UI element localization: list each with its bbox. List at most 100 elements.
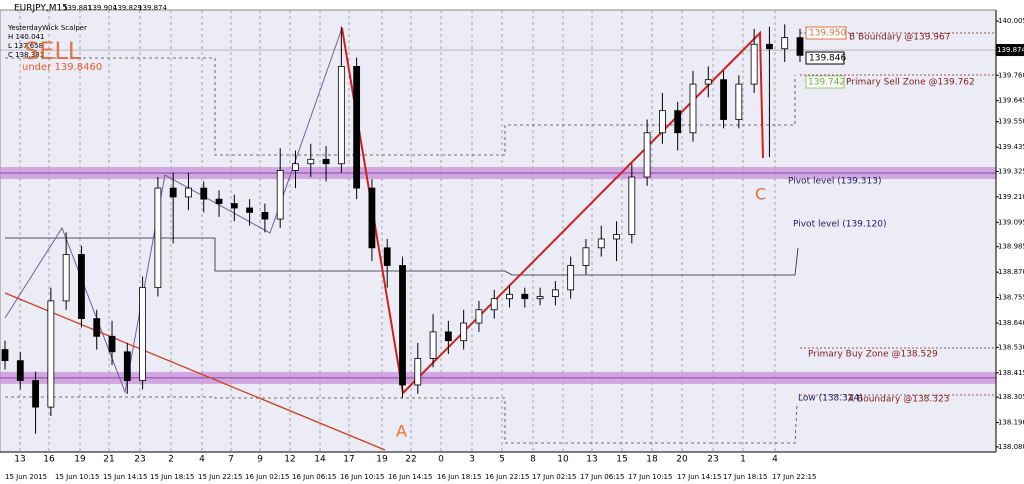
header-value: 139.881 [63,4,92,12]
candle-body [750,43,758,85]
candle-body [735,83,743,120]
annotation: Pivot level (139.120) [793,220,886,230]
date-label: 15 Jun 22:15 [198,473,242,481]
candle-body [506,293,513,300]
x-tick-label: 7 [228,455,234,465]
indicator-line: YesterdayWick Scalper [7,24,87,32]
x-tick-label: 8 [530,455,536,465]
plot-area [0,9,997,453]
candle-body [185,187,192,198]
x-tick-label: 9 [257,455,263,465]
candle-body [307,158,315,165]
candle-body [521,293,529,300]
y-tick-label: 139.210 [998,193,1024,201]
candle-body [460,322,468,342]
candle-body [246,207,254,213]
x-tick-label: 23 [134,455,145,465]
candle-body [337,66,345,165]
price-tag-box [805,75,845,89]
wave-label: A [396,422,407,441]
y-tick-label: 139.095 [998,218,1024,226]
x-tick-label: 13 [586,455,597,465]
candle-body [261,212,269,220]
date-label: 17 Jun 06:15 [580,473,624,481]
annotation: Primary Sell Zone @139.762 [846,78,975,88]
date-label: 16 Jun 02:15 [245,473,289,481]
date-label: 17 Jun 02:15 [532,473,576,481]
y-tick-label: 140.005 [998,17,1024,25]
date-label: 16 Jun 14:15 [388,473,432,481]
candle-body [1,349,9,362]
candles [1,24,804,434]
candle-body [154,187,162,289]
x-tick-label: 3 [469,455,475,465]
annotation: Primary Buy Zone @138.529 [808,350,938,360]
price-tag: 139.846 [809,54,846,64]
candle-body [399,265,406,386]
x-tick-label: 0 [438,455,444,465]
price-tag: 139.742 [808,78,845,88]
x-tick-label: 14 [314,455,326,465]
date-label: 16 Jun 10:15 [340,473,384,481]
y-tick-label: 138.190 [998,419,1024,427]
candle-body [444,331,452,342]
x-tick-label: 12 [284,455,295,465]
y-tick-label: 138.870 [998,268,1024,276]
zones [0,167,996,384]
price-tag-box [805,51,845,65]
header-value: 139.829 [113,4,142,12]
candle-body [475,309,483,324]
candle-body [276,169,284,220]
candle-body [414,358,422,386]
date-label: 15 Jun 10:15 [55,473,99,481]
candle-body [230,203,238,209]
candle-body [93,318,101,337]
x-tick-label: 13 [14,455,25,465]
header-value: 139.874 [138,4,167,12]
candle-body [169,187,177,198]
pivot-step [5,237,799,276]
annotation: B Boundary @139.967 [849,33,950,43]
x-tick-label: 10 [557,455,569,465]
candle-body [704,79,712,85]
x-tick-label: 19 [74,455,86,465]
date-label: 16 Jun 18:15 [437,473,481,481]
y-tick-label: 139.325 [998,167,1024,175]
date-label: 17 Jun 10:15 [628,473,672,481]
date-label: 15 Jun 2015 [5,473,47,481]
candle-body [322,158,330,165]
candle-body [551,289,559,297]
signal: SELL [24,37,82,65]
annotation: A Boundary @138.323 [848,395,949,405]
candle-body [123,351,131,381]
candle-body [781,37,789,50]
candle-body [215,198,223,204]
y-tick-label: 139.550 [998,118,1024,126]
x-tick-label: 22 [405,455,416,465]
indicator-line: L 137.658 [8,42,43,50]
candle-body [536,296,544,300]
y-tick-label: 138.985 [998,243,1024,251]
candle-body [78,254,85,320]
candle-body [429,331,437,359]
indicator-line: C 138.381 [8,51,44,59]
candle-body [628,176,636,235]
x-tick-label: 2 [168,455,174,465]
y-tick-label: 139.435 [998,143,1024,151]
candle-body [674,110,682,134]
x-tick-label: 15 [616,455,627,465]
levels [4,27,996,451]
candle-body [32,380,39,408]
x-tick-label: 17 [343,455,354,465]
chart-title: EURJPY,M15 [14,4,68,14]
date-label: 17 Jun 18:15 [723,473,767,481]
candle-body [47,300,55,408]
candle-body [597,238,605,249]
x-tick-label: 4 [199,455,205,465]
candle-body [720,79,727,120]
signal-note: under 139.8460 [22,62,102,73]
x-tick-label: 1 [740,455,746,465]
date-label: 17 Jun 14:15 [677,473,721,481]
candle-body [139,287,146,381]
